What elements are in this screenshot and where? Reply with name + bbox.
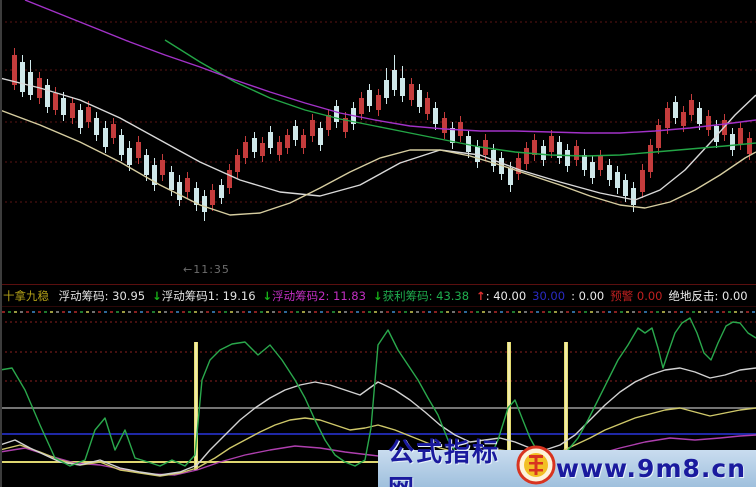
watermark-site-name: 公式指标网 [388, 437, 501, 487]
panel-divider [0, 284, 756, 285]
indicator-value: 浮动筹码1: 19.16 [161, 289, 256, 303]
indicator-value: : 0.00 [571, 289, 605, 303]
down-arrow-icon: ↓ [262, 289, 273, 303]
price-candlestick-chart[interactable] [0, 0, 756, 285]
watermark-url: www.9m8.cn [555, 454, 746, 483]
up-arrow-icon: ↑ [476, 289, 486, 303]
watermark-logo-icon [516, 445, 556, 484]
indicator-value: : 40.00 [485, 289, 527, 303]
chart-left-border [0, 0, 2, 487]
indicator-name-label: 十拿九稳 [3, 289, 49, 303]
indicator-value: 绝地反击: 0.00 [668, 289, 748, 303]
panel-divider [0, 306, 756, 307]
down-arrow-icon: ↓ [372, 289, 383, 303]
indicator-value: 30.00 [532, 289, 566, 303]
indicator-value: 浮动筹码: 30.95 [58, 289, 146, 303]
indicator-value: 浮动筹码2: 11.83 [272, 289, 366, 303]
indicator-header: 十拿九稳 浮动筹码: 30.95 ↓浮动筹码1: 19.16 ↓浮动筹码2: 11.… [3, 287, 756, 306]
down-arrow-icon: ↓ [152, 289, 162, 303]
time-cursor-label: ←11:35 [183, 263, 230, 276]
indicator-value: 获利筹码: 43.38 [382, 289, 470, 303]
watermark-banner: 公式指标网 www.9m8.cn [378, 438, 756, 487]
indicator-value: 预警 0.00 [610, 289, 663, 303]
